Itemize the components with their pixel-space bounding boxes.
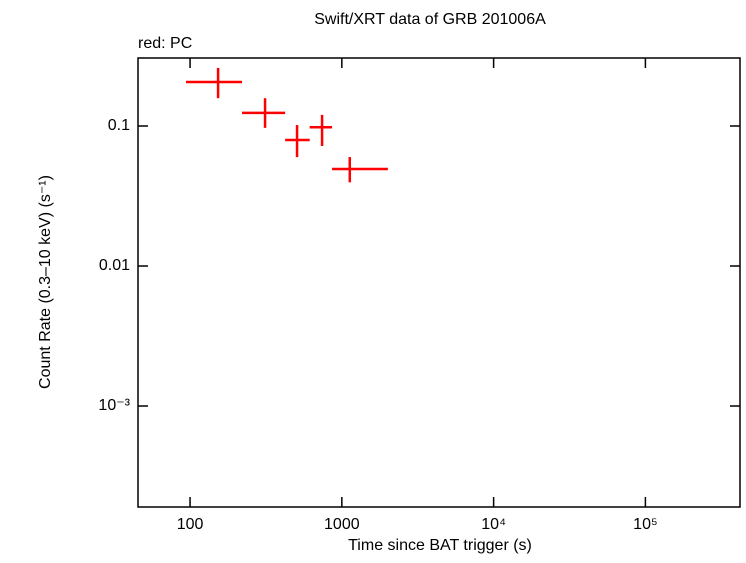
y-axis-label: Count Rate (0.3–10 keV) (s⁻¹) (37, 175, 54, 389)
x-tick-label: 10⁴ (481, 516, 506, 533)
chart-title: Swift/XRT data of GRB 201006A (314, 11, 546, 28)
x-axis-label: Time since BAT trigger (s) (348, 537, 532, 554)
x-tick-label: 10⁵ (633, 516, 657, 533)
x-tick-label: 1000 (324, 516, 360, 533)
x-tick-label: 100 (177, 516, 204, 533)
y-tick-label: 0.01 (99, 257, 130, 274)
plot-frame (137, 57, 741, 508)
y-tick-label: 0.1 (108, 117, 130, 134)
chart-subtitle: red: PC (138, 35, 192, 52)
y-tick-label: 10⁻³ (98, 397, 130, 414)
